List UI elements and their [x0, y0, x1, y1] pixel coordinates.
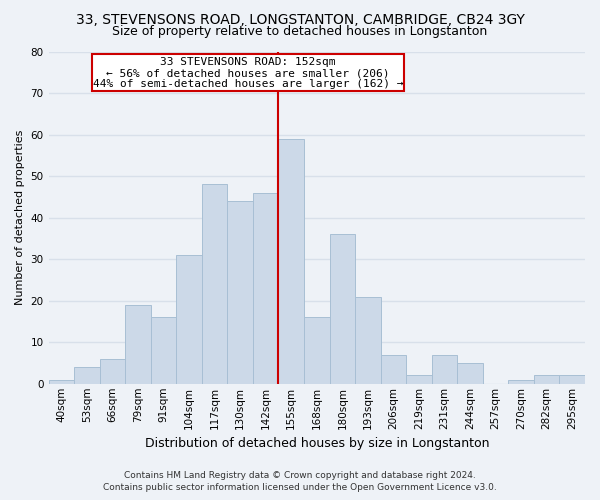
Text: Contains HM Land Registry data © Crown copyright and database right 2024.
Contai: Contains HM Land Registry data © Crown c… [103, 471, 497, 492]
Y-axis label: Number of detached properties: Number of detached properties [15, 130, 25, 306]
Text: Size of property relative to detached houses in Longstanton: Size of property relative to detached ho… [112, 25, 488, 38]
Text: 33 STEVENSONS ROAD: 152sqm: 33 STEVENSONS ROAD: 152sqm [160, 57, 335, 67]
Text: 44% of semi-detached houses are larger (162) →: 44% of semi-detached houses are larger (… [92, 79, 403, 89]
Bar [253, 192, 278, 384]
Bar [508, 380, 534, 384]
Bar [457, 363, 483, 384]
Bar [151, 318, 176, 384]
Bar [176, 255, 202, 384]
X-axis label: Distribution of detached houses by size in Longstanton: Distribution of detached houses by size … [145, 437, 489, 450]
Text: ← 56% of detached houses are smaller (206): ← 56% of detached houses are smaller (20… [106, 68, 389, 78]
Bar [329, 234, 355, 384]
Bar [74, 367, 100, 384]
Bar [304, 318, 329, 384]
Bar [202, 184, 227, 384]
Bar [380, 354, 406, 384]
Bar [355, 296, 380, 384]
Bar [227, 201, 253, 384]
Bar [432, 354, 457, 384]
Bar [406, 376, 432, 384]
Bar [559, 376, 585, 384]
Bar [92, 54, 404, 91]
Bar [278, 138, 304, 384]
Bar [49, 380, 74, 384]
Bar [534, 376, 559, 384]
Bar [100, 359, 125, 384]
Text: 33, STEVENSONS ROAD, LONGSTANTON, CAMBRIDGE, CB24 3GY: 33, STEVENSONS ROAD, LONGSTANTON, CAMBRI… [76, 12, 524, 26]
Bar [125, 305, 151, 384]
